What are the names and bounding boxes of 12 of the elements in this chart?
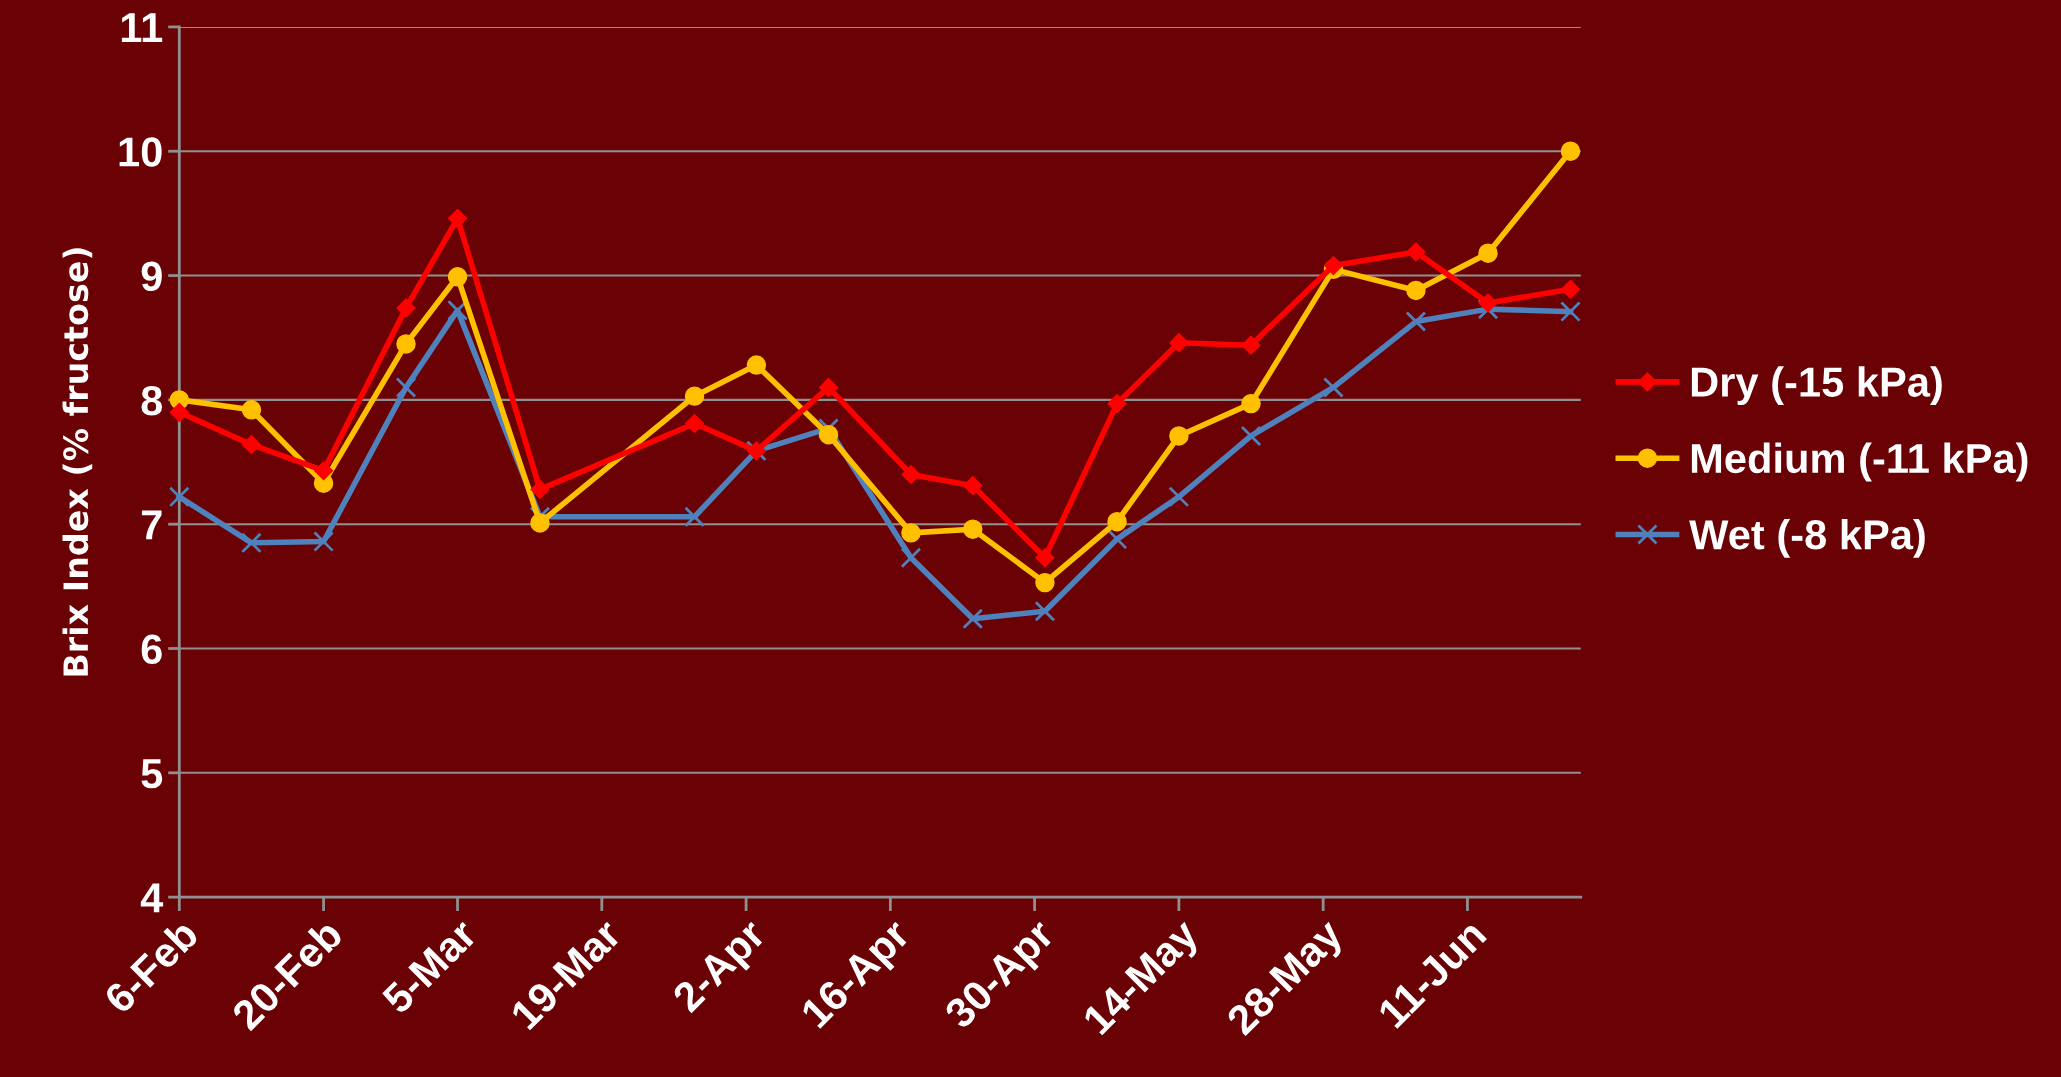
y-tick-label: 11 bbox=[121, 13, 163, 43]
legend-label: Dry (-15 kPa) bbox=[1691, 366, 1942, 406]
y-axis-title: Brix Index (% fructose) bbox=[62, 248, 93, 676]
y-tick-label: 7 bbox=[141, 510, 162, 540]
legend-label: Medium (-11 kPa) bbox=[1691, 442, 2028, 482]
y-tick-label: 5 bbox=[141, 759, 163, 789]
y-tick-label: 6 bbox=[141, 634, 162, 665]
legend-label: Wet (-8 kPa) bbox=[1689, 518, 1925, 558]
y-tick-label: 9 bbox=[141, 261, 162, 292]
y-tick-label: 8 bbox=[141, 385, 163, 416]
y-tick-label: 10 bbox=[119, 137, 162, 167]
y-tick-label: 4 bbox=[140, 883, 164, 913]
